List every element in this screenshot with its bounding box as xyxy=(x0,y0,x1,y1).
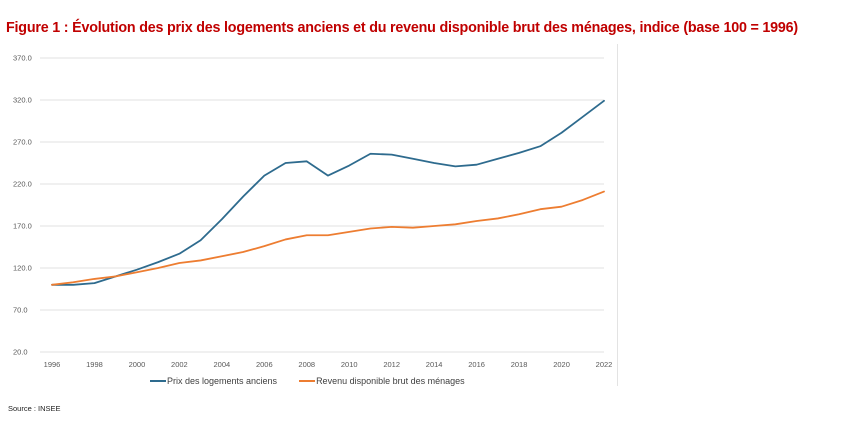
x-tick-label: 2008 xyxy=(298,360,315,369)
grid-lines xyxy=(40,57,604,353)
chart-legend: Prix des logements anciens Revenu dispon… xyxy=(150,376,487,386)
legend-label-prix: Prix des logements anciens xyxy=(167,376,278,386)
legend-item-prix: Prix des logements anciens xyxy=(150,376,277,386)
y-axis-tick-labels: 20.0 70.0 120.0 170.0 220.0 270.0 320.0 370.0 xyxy=(13,54,32,357)
source-note: Source : INSEE xyxy=(8,404,61,413)
y-tick-label: 170.0 xyxy=(13,222,32,231)
x-tick-label: 2020 xyxy=(553,360,570,369)
x-tick-label: 2016 xyxy=(468,360,485,369)
x-tick-label: 2022 xyxy=(596,360,613,369)
legend-swatch-prix xyxy=(150,380,166,382)
legend-item-revenu: Revenu disponible brut des ménages xyxy=(299,376,465,386)
x-tick-label: 1996 xyxy=(44,360,61,369)
y-tick-label: 220.0 xyxy=(13,180,32,189)
x-tick-label: 2000 xyxy=(129,360,146,369)
y-tick-label: 120.0 xyxy=(13,264,32,273)
legend-label-revenu: Revenu disponible brut des ménages xyxy=(316,376,465,386)
series-line-revenu xyxy=(51,190,605,286)
y-tick-label: 20.0 xyxy=(13,348,28,357)
x-tick-label: 2010 xyxy=(341,360,358,369)
y-tick-label: 70.0 xyxy=(13,306,28,315)
x-tick-label: 2004 xyxy=(214,360,231,369)
y-tick-label: 320.0 xyxy=(13,96,32,105)
series-lines xyxy=(51,99,605,286)
x-tick-label: 1998 xyxy=(86,360,103,369)
y-tick-label: 270.0 xyxy=(13,138,32,147)
x-axis-tick-labels: 1996 1998 2000 2002 2004 2006 2008 2010 2012 2014… xyxy=(44,360,613,369)
x-tick-label: 2012 xyxy=(383,360,400,369)
panel-divider xyxy=(617,44,618,386)
figure-title: Figure 1 : Évolution des prix des logeme… xyxy=(6,20,798,36)
x-tick-label: 2014 xyxy=(426,360,443,369)
x-tick-label: 2018 xyxy=(511,360,528,369)
y-tick-label: 370.0 xyxy=(13,54,32,63)
x-tick-label: 2006 xyxy=(256,360,273,369)
x-tick-label: 2002 xyxy=(171,360,188,369)
series-line-prix xyxy=(51,99,605,286)
legend-swatch-revenu xyxy=(299,380,316,382)
